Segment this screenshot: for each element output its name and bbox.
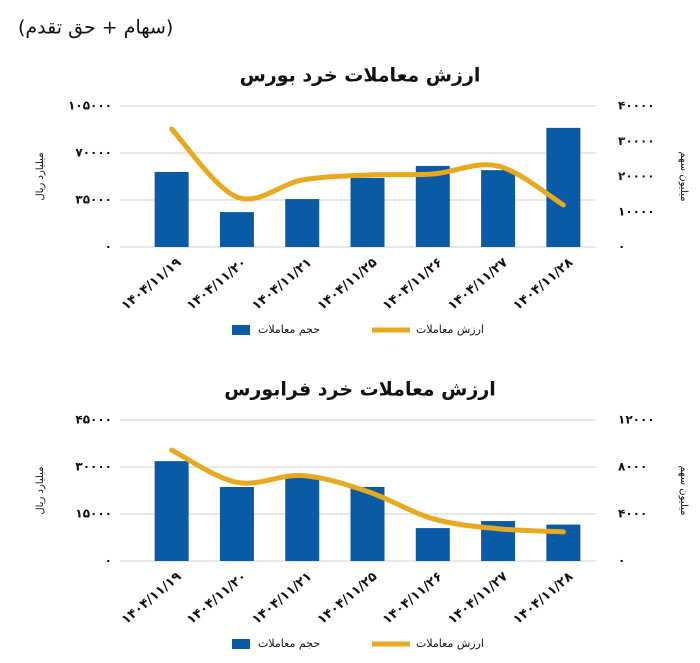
y-axis-title: میلیارد ریال — [35, 466, 46, 514]
x-tick-label: ۱۴۰۴/۱۱/۲۸ — [511, 569, 577, 627]
bar — [481, 170, 516, 247]
bar — [154, 461, 189, 561]
bar — [219, 212, 254, 247]
bar — [546, 127, 581, 247]
bar — [219, 486, 254, 561]
y-tick-label: ۳۵۰۰۰ — [75, 193, 112, 207]
chart-title: ارزش معاملات خرد بورس — [240, 65, 481, 87]
y2-tick-label: ۰ — [618, 240, 625, 254]
x-tick-label: ۱۴۰۴/۱۱/۲۵ — [315, 255, 381, 313]
legend-label: ارزش معاملات — [416, 637, 484, 650]
y-tick-label: ۰ — [105, 554, 112, 568]
y2-tick-label: ۴۰۰۰ — [618, 507, 647, 521]
bar — [285, 477, 320, 561]
x-tick-label: ۱۴۰۴/۱۱/۱۹ — [119, 569, 185, 627]
x-tick-label: ۱۴۰۴/۱۱/۲۱ — [249, 255, 315, 313]
x-tick-label: ۱۴۰۴/۱۱/۲۵ — [315, 569, 381, 627]
y2-tick-label: ۸۰۰۰ — [618, 460, 647, 474]
legend-label: حجم معاملات — [258, 637, 320, 650]
header-title: (سهام + حق تقدم) — [18, 17, 173, 39]
x-tick-label: ۱۴۰۴/۱۱/۲۷ — [445, 255, 511, 313]
x-tick-label: ۱۴۰۴/۱۱/۲۶ — [380, 255, 446, 313]
y-tick-label: ۳۰۰۰۰ — [75, 460, 112, 474]
y-tick-label: ۱۵۰۰۰ — [75, 507, 112, 521]
y2-tick-label: ۴۰۰۰۰ — [618, 99, 655, 113]
bar — [285, 199, 320, 247]
y-tick-label: ۴۵۰۰۰ — [75, 413, 112, 427]
bar — [415, 528, 450, 561]
bar — [415, 165, 450, 247]
y2-axis-title: میلیون سهم — [678, 465, 689, 515]
x-tick-label: ۱۴۰۴/۱۱/۲۶ — [380, 569, 446, 627]
bar — [350, 486, 385, 561]
bar — [154, 171, 189, 247]
x-tick-label: ۱۴۰۴/۱۱/۲۰ — [184, 255, 250, 313]
y2-tick-label: ۱۰۰۰۰ — [618, 204, 655, 218]
bar — [350, 177, 385, 247]
y2-tick-label: ۲۰۰۰۰ — [618, 169, 655, 183]
y-tick-label: ۱۰۵۰۰۰ — [68, 99, 112, 113]
y-tick-label: ۷۰۰۰۰ — [75, 146, 112, 160]
x-tick-label: ۱۴۰۴/۱۱/۲۰ — [184, 569, 250, 627]
y-tick-label: ۰ — [105, 240, 112, 254]
line — [169, 126, 566, 208]
x-tick-label: ۱۴۰۴/۱۱/۲۸ — [511, 255, 577, 313]
legend-label: ارزش معاملات — [416, 323, 484, 336]
chart-title: ارزش معاملات خرد فرابورس — [224, 379, 496, 401]
y2-tick-label: ۳۰۰۰۰ — [618, 134, 655, 148]
legend-label: حجم معاملات — [258, 323, 320, 336]
y2-tick-label: ۱۲۰۰۰ — [618, 413, 655, 427]
legend-swatch — [232, 325, 250, 335]
x-tick-label: ۱۴۰۴/۱۱/۲۷ — [445, 569, 511, 627]
x-tick-label: ۱۴۰۴/۱۱/۲۱ — [249, 569, 315, 627]
y2-tick-label: ۰ — [618, 554, 625, 568]
x-tick-label: ۱۴۰۴/۱۱/۱۹ — [119, 255, 185, 313]
y2-axis-title: میلیون سهم — [678, 151, 689, 201]
line — [169, 447, 566, 535]
legend-swatch — [232, 639, 250, 649]
y-axis-title: میلیارد ریال — [35, 152, 46, 200]
